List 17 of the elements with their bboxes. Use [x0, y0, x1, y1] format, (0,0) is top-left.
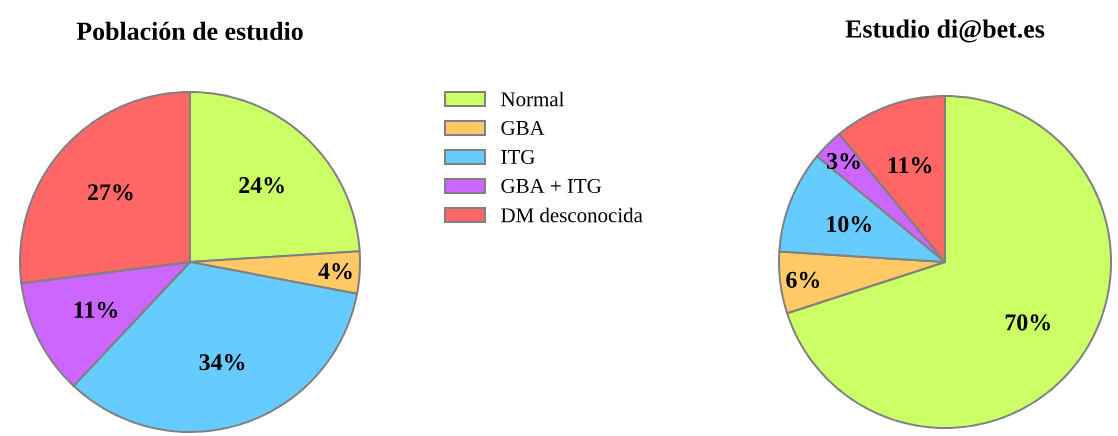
legend-label: DM desconocida [501, 207, 643, 223]
legend-label: GBA + ITG [501, 178, 602, 194]
data-label: 10% [827, 215, 871, 233]
data-label: 11% [74, 301, 118, 318]
legend-label: ITG [501, 149, 535, 165]
data-label: 6% [786, 271, 820, 288]
chart-title: Estudio di@bet.es [845, 19, 1045, 43]
data-label: 11% [888, 157, 932, 174]
data-label: 24% [239, 177, 284, 194]
data-label: 70% [1005, 314, 1050, 331]
data-label: 3% [827, 152, 860, 170]
data-label: 34% [199, 354, 245, 371]
chart-title: Población de estudio [76, 21, 303, 41]
legend-label: Normal [501, 91, 565, 107]
legend-label: GBA [501, 120, 545, 136]
data-label: 27% [88, 184, 133, 201]
data-label: 4% [318, 263, 352, 280]
